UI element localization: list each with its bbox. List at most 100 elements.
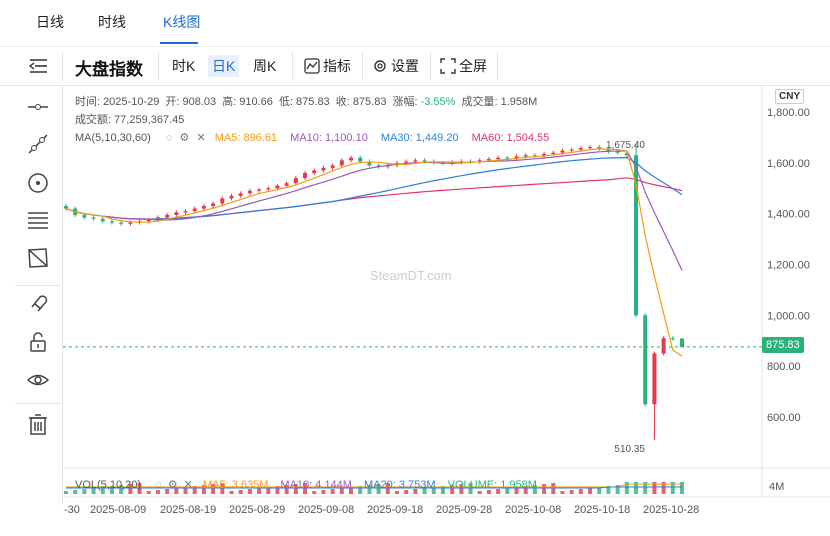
tab-kline[interactable]: K线图	[163, 14, 201, 30]
candle-body	[523, 155, 528, 157]
candle-body	[532, 155, 537, 157]
volume-bar	[670, 482, 675, 494]
ma10-line	[65, 150, 683, 271]
volume-bar	[358, 486, 363, 494]
volume-bar	[569, 490, 574, 494]
x-tick-label: 2025-08-19	[160, 504, 216, 516]
volume-bar	[588, 488, 593, 494]
unlock-icon[interactable]	[26, 330, 50, 354]
candle-body	[349, 157, 354, 161]
x-tick-label: -30	[64, 504, 80, 516]
candle-body	[505, 157, 510, 159]
gear-icon[interactable]: ⚙	[167, 479, 178, 491]
volume-bar	[211, 484, 216, 494]
interval-hourly-button[interactable]: 时K	[172, 58, 196, 74]
candle-body	[119, 222, 124, 224]
volume-bar	[229, 491, 234, 494]
volume-bar	[201, 485, 206, 494]
candle-body	[551, 152, 556, 154]
volume-bar	[82, 489, 87, 494]
candle-body	[413, 160, 418, 162]
interval-weekly-button[interactable]: 周K	[253, 58, 277, 74]
candle-body	[100, 218, 105, 222]
ma5-value: MA5: 896.61	[214, 132, 278, 144]
volume-bar	[560, 491, 565, 494]
x-tick-label: 2025-10-18	[574, 504, 630, 516]
volume-bar	[542, 484, 547, 494]
volume-bar	[532, 485, 537, 494]
vol-ma5-value: MA5: 3.635M	[202, 479, 269, 491]
y-tick-label: 600.00	[767, 412, 801, 424]
horizontal-line-tool-icon[interactable]	[26, 95, 50, 119]
change-value: -3.55%	[420, 96, 456, 108]
turnover-info: 成交额: 77,259,367.45	[75, 111, 187, 127]
volume-bar	[394, 491, 399, 494]
current-price-tag: 875.83	[762, 337, 804, 353]
candle-body	[560, 150, 565, 153]
tab-hourly-line[interactable]: 时线	[98, 14, 126, 30]
fullscreen-button[interactable]: 全屏	[459, 58, 487, 74]
tab-daily-line[interactable]: 日线	[36, 14, 64, 30]
gear-icon[interactable]: ⚙	[179, 132, 190, 144]
change-label: 涨幅:	[392, 96, 418, 108]
volume-bar	[91, 488, 96, 494]
ma10-value: MA10: 1,100.10	[290, 132, 368, 144]
ma5-line	[65, 148, 683, 357]
y-tick-label: 1,000.00	[767, 310, 810, 322]
volume-bar	[505, 488, 510, 494]
candle-body	[588, 147, 593, 149]
interval-daily-button[interactable]: 日K	[208, 55, 240, 77]
volume-bar	[128, 484, 133, 494]
volume-bar	[119, 485, 124, 494]
chart-toolbar: 大盘指数 时K 日K 周K 指标 设置 全屏	[0, 46, 830, 86]
gear-icon[interactable]	[372, 58, 388, 74]
x-tick-label: 2025-10-28	[643, 504, 699, 516]
magnet-icon[interactable]	[26, 291, 50, 315]
eye-slash-icon[interactable]: ◌	[155, 479, 162, 491]
vol-ma10-value: MA10: 4.144M	[280, 479, 352, 491]
candle-body	[358, 157, 363, 162]
divider	[15, 403, 61, 404]
indicator-icon[interactable]	[304, 58, 320, 74]
candle-body	[321, 167, 326, 171]
candle-body	[275, 185, 280, 189]
ohlc-info: 时间: 2025-10-29 开: 908.03 高: 910.66 低: 875.83…	[75, 93, 540, 109]
volume-bar	[459, 484, 464, 494]
volume-bar	[100, 487, 105, 494]
candle-body	[91, 217, 96, 219]
vol-volume-value: VOLUME: 1.958M	[447, 479, 537, 491]
circle-target-tool-icon[interactable]	[26, 171, 50, 195]
volume-bar	[64, 491, 68, 494]
indicator-button[interactable]: 指标	[323, 58, 351, 74]
shape-tool-icon[interactable]	[26, 246, 50, 270]
volume-axis-label: 4M	[769, 481, 784, 493]
eye-slash-icon[interactable]: ◌	[165, 132, 173, 144]
turnover-value: 77,259,367.45	[114, 114, 185, 126]
x-tick-label: 2025-09-28	[436, 504, 492, 516]
close-icon[interactable]: ✕	[183, 479, 193, 491]
volume-bar	[247, 489, 252, 494]
candle-body	[652, 353, 657, 405]
volume-value: 1.958M	[500, 96, 538, 108]
fullscreen-icon[interactable]	[440, 58, 456, 74]
fibonacci-tool-icon[interactable]	[26, 209, 50, 233]
settings-button[interactable]: 设置	[391, 58, 419, 74]
volume-bar	[615, 485, 620, 494]
menu-collapse-icon[interactable]	[28, 58, 48, 74]
high-label: 高:	[222, 96, 237, 108]
volume-bar	[413, 489, 418, 494]
trend-line-tool-icon[interactable]	[26, 132, 50, 156]
trash-icon[interactable]	[26, 413, 50, 437]
candle-body	[82, 214, 87, 218]
divider	[158, 51, 159, 81]
volume-bar	[523, 486, 528, 494]
volume-label: 成交量:	[461, 96, 498, 108]
eye-icon[interactable]	[26, 368, 50, 392]
candle-body	[330, 165, 335, 168]
close-icon[interactable]: ✕	[196, 132, 206, 144]
candle-body	[201, 206, 206, 209]
high-annotation: 1,675.40	[606, 140, 645, 151]
volume-bar	[165, 489, 170, 494]
candle-body	[339, 160, 344, 166]
